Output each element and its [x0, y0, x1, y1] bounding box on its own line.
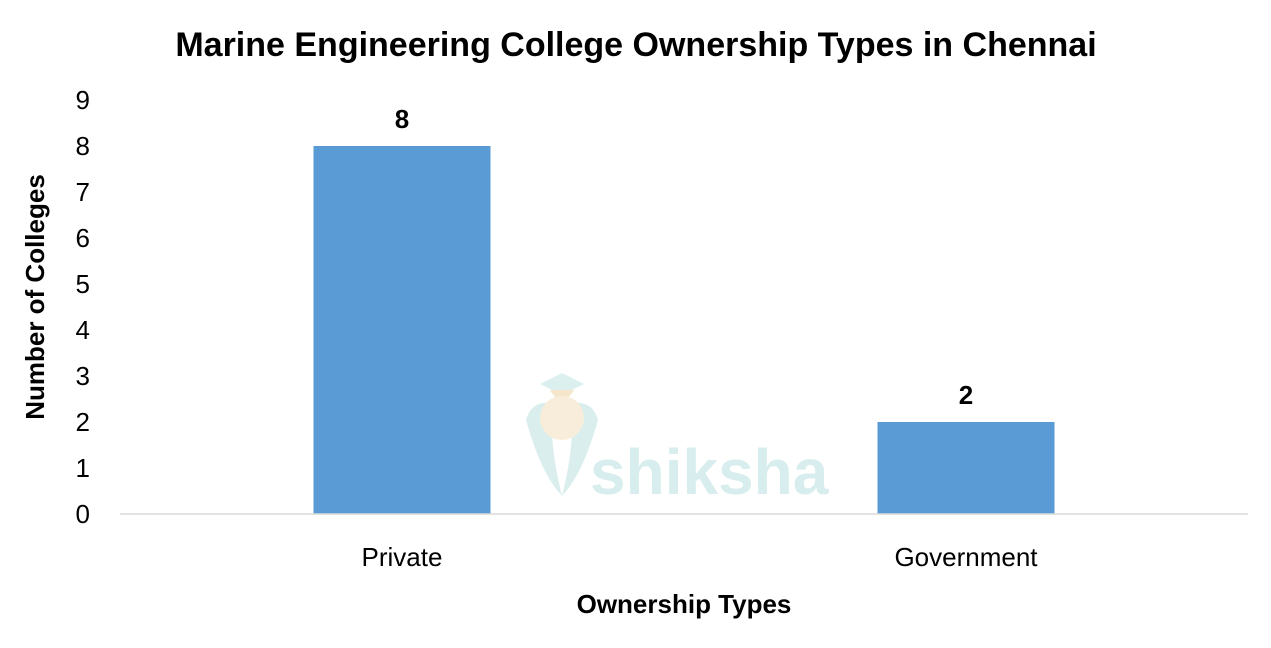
watermark-text: shiksha	[590, 436, 829, 508]
bar-government	[877, 422, 1055, 514]
y-tick-label: 0	[76, 499, 90, 529]
bar-value-label: 8	[395, 104, 409, 134]
y-tick-label: 2	[76, 407, 90, 437]
y-tick-label: 5	[76, 269, 90, 299]
y-tick-label: 4	[76, 315, 90, 345]
chart-title: Marine Engineering College Ownership Typ…	[175, 26, 1096, 64]
x-category-label: Government	[894, 542, 1038, 572]
x-category-label: Private	[362, 542, 443, 572]
x-axis-title: Ownership Types	[577, 589, 792, 619]
y-tick-label: 6	[76, 223, 90, 253]
y-tick-label: 3	[76, 361, 90, 391]
bar-private	[313, 146, 491, 514]
shiksha-watermark: shiksha	[526, 373, 829, 508]
y-axis-title: Number of Colleges	[20, 174, 50, 420]
y-tick-label: 1	[76, 453, 90, 483]
y-tick-label: 8	[76, 131, 90, 161]
y-tick-label: 7	[76, 177, 90, 207]
bar-value-label: 2	[959, 380, 973, 410]
y-tick-label: 9	[76, 85, 90, 115]
graduate-logo-icon	[526, 373, 598, 496]
